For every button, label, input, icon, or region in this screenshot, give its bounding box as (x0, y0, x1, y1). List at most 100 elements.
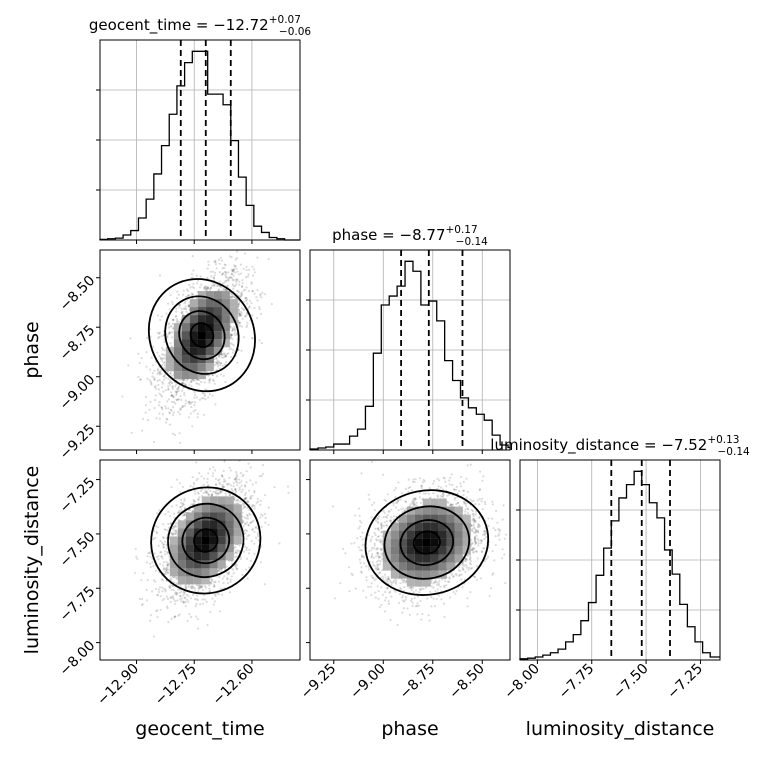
sample-point (181, 389, 184, 392)
sample-point (223, 271, 226, 274)
sample-point (171, 385, 174, 388)
sample-point (209, 233, 211, 235)
sample-point (196, 627, 200, 630)
sample-point (174, 599, 177, 603)
sample-point (245, 286, 248, 289)
sample-point (253, 292, 256, 295)
sample-point (155, 417, 158, 420)
sample-point (146, 555, 149, 558)
sample-point (175, 393, 178, 396)
sample-point (158, 417, 161, 420)
sample-point (170, 486, 173, 489)
sample-point (168, 331, 171, 334)
sample-point (232, 270, 235, 273)
sample-point (138, 361, 141, 364)
sample-point (164, 405, 167, 408)
sample-point (258, 308, 261, 311)
sample-point (172, 318, 175, 321)
sample-point (198, 398, 201, 401)
sample-point (150, 356, 153, 359)
sample-point (260, 341, 263, 345)
sample-point (191, 255, 194, 258)
sample-point (212, 472, 215, 475)
sample-point (178, 413, 182, 416)
hist-panel-luminosity_distance (516, 459, 721, 664)
sample-point (202, 413, 205, 416)
sample-point (207, 472, 210, 475)
sample-point (249, 466, 252, 469)
sample-point (139, 378, 142, 381)
panel-geocent_time-vs-phase (96, 233, 301, 454)
sample-point (246, 313, 249, 316)
sample-point (259, 456, 261, 458)
sample-point (252, 504, 255, 507)
sample-point (185, 295, 188, 299)
sample-point (145, 561, 148, 564)
sample-point (210, 286, 213, 289)
sample-point (174, 315, 177, 318)
sample-point (250, 302, 253, 305)
sample-point (258, 306, 261, 309)
sample-point (228, 466, 231, 469)
sample-point (244, 245, 246, 247)
sample-point (214, 259, 217, 262)
sample-point (209, 610, 212, 614)
sample-point (204, 285, 207, 288)
sample-point (169, 600, 172, 604)
sample-point (207, 396, 210, 399)
sample-point (247, 268, 251, 271)
sample-point (225, 361, 228, 364)
sample-point (177, 410, 180, 414)
sample-point (239, 263, 242, 266)
sample-point (200, 475, 203, 478)
sample-point (245, 312, 248, 315)
sample-point (238, 488, 241, 491)
sample-point (213, 600, 216, 603)
sample-point (190, 615, 193, 619)
sample-point (222, 287, 225, 290)
sample-point (157, 371, 160, 374)
sample-point (158, 379, 161, 382)
sample-point (244, 276, 248, 279)
sample-point (172, 596, 175, 599)
sample-point (259, 499, 262, 502)
sample-point (190, 405, 193, 409)
sample-point (165, 595, 168, 598)
sample-point (211, 373, 215, 377)
sample-point (244, 288, 247, 291)
sample-point (165, 417, 168, 420)
sample-point (200, 397, 203, 400)
sample-point (177, 398, 180, 401)
sample-point (219, 285, 222, 288)
sample-point (234, 271, 237, 274)
sample-point (194, 605, 197, 608)
sample-point (218, 280, 221, 283)
sample-point (235, 280, 238, 283)
sample-point (146, 336, 149, 339)
sample-point (161, 586, 164, 589)
sample-point (240, 293, 243, 296)
sample-point (225, 279, 228, 282)
sample-point (183, 394, 186, 397)
sample-point (247, 462, 250, 465)
sample-point (264, 494, 267, 497)
sample-point (168, 423, 172, 426)
sample-point (248, 489, 251, 492)
sample-point (217, 284, 220, 287)
sample-point (264, 516, 267, 520)
sample-point (238, 280, 241, 283)
sample-point (152, 345, 155, 348)
sample-point (229, 469, 233, 472)
sample-point (184, 300, 187, 303)
sample-point (218, 361, 221, 365)
sample-point (256, 289, 259, 292)
sample-point (231, 343, 234, 346)
sample-point (216, 359, 219, 362)
sample-point (232, 485, 235, 488)
sample-point (147, 552, 150, 555)
sample-point (273, 486, 276, 489)
sample-point (161, 579, 165, 582)
sample-point (228, 255, 232, 258)
sample-point (171, 432, 175, 435)
sample-point (169, 372, 172, 375)
